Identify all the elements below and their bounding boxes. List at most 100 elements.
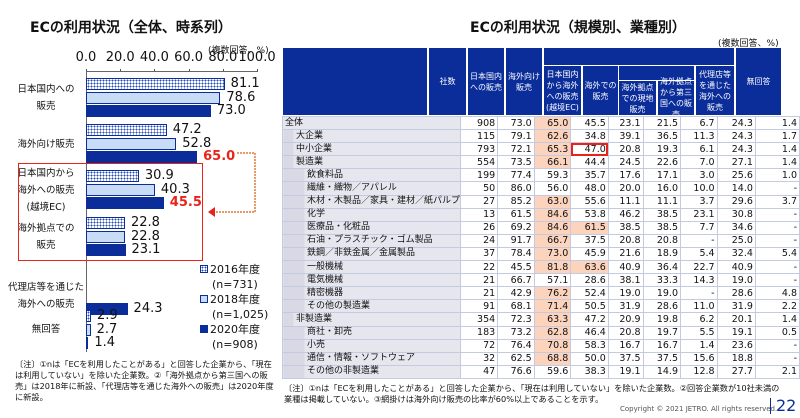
table-cell: 72 [460,338,499,353]
table-cell: 22 [460,260,499,275]
header-none: 無回答 [735,47,782,116]
table-cell: 18.9 [642,246,682,262]
row-label: 製造業 [281,155,462,170]
table-cell: 45.5 [570,115,609,131]
table-cell: 1.0 [754,168,800,183]
table-row: 飲食料品 199 77.4 59.3 35.7 17.6 17.1 3.0 25.6 1.0 [281,168,800,183]
table-cell: 79.1 [497,129,535,144]
row-label: 木材・木製品／家具・建材／紙パルプ [281,194,462,209]
table-cell: 72.3 [497,312,535,327]
table-cell: 3.7 [754,194,800,209]
table-row: 中小企業 793 72.1 65.3 47.0 20.8 19.3 6.1 24.3 1.4 [281,142,800,157]
table-cell: 21.5 [642,115,682,131]
table-cell: 33.3 [642,273,682,288]
table-cell: 16.0 [642,181,682,196]
table-cell: 62.8 [533,325,572,340]
row-label: 通信・情報・ソフトウェア [281,351,462,366]
table-cell: 554 [460,155,499,170]
table-cell: 44.4 [570,155,609,170]
table-cell: 2.1 [754,364,800,379]
table-cell: 20.8 [642,233,682,248]
table-cell: 24.3 [716,142,756,157]
table-row: 木材・木製品／家具・建材／紙パルプ 27 85.2 63.0 55.6 11.1 11.1 3… [281,194,800,209]
table-cell: 28.6 [642,299,682,314]
table-cell: 34.6 [716,220,756,235]
bar-2016年度 [86,124,167,136]
table-cell: 78.4 [497,246,535,262]
row-label: 医療品・化粧品 [281,220,462,235]
table-cell: 1.4 [754,142,800,157]
table-cell: 27.7 [716,364,756,379]
table-cell: 76.2 [533,286,572,301]
header-agent: 代理店等を通じた海外への販売 [695,65,735,116]
row-label: その他の製造業 [281,299,462,314]
x-tick-mark [188,69,190,72]
header-blank [282,47,428,116]
category-label: 日本国内から 海外への販売 (越境EC) [8,165,84,216]
table-cell: 19.1 [716,325,756,340]
table-cell: 86.0 [497,181,535,196]
category-label: 海外向け販売 [8,136,84,153]
category-label: 無回答 [8,321,84,338]
row-label: 鉄鋼／非鉄金属／金属製品 [281,246,462,262]
bar-2016年度 [86,170,139,182]
legend-item-2020: 2020年度 [200,322,268,337]
bar-2020年度 [86,151,198,163]
row-label: 全体 [281,115,462,131]
x-tick-label: 60.0 [174,50,204,65]
category-label-line: (越境EC) [26,201,66,213]
bar-value-label: 2.7 [96,321,118,337]
table-cell: 11.1 [642,194,682,209]
bar-2020年度 [86,197,164,209]
table-cell: 7.7 [680,220,718,235]
category-label-line: 代理店等を通じた [8,282,85,293]
table-cell: 29.6 [716,194,756,209]
page-number: 22 [776,396,797,415]
category-label: 日本国内への 販売 [8,81,84,115]
table-cell: 31.9 [716,299,756,314]
table-cell: 4.8 [754,286,800,301]
table-cell: 28.6 [570,273,609,288]
header-crossborder: 日本国内から海外への販売(越境EC) [543,65,582,116]
table-cell: 1.4 [754,312,800,327]
table-cell: 27.1 [716,155,756,170]
row-label: 飲食料品 [281,168,462,183]
table-cell: 23.1 [607,115,644,131]
table-row: その他の非製造業 47 76.6 59.6 38.3 19.1 14.9 12.8 27.7 2.… [281,364,800,379]
table-cell: 62.5 [497,351,535,366]
table-note: 〔注〕①nは「ECを利用したことがある」と回答した企業から、「現在は利用していな… [284,383,780,404]
table-cell: 24 [460,233,499,248]
bar-2018年度 [86,137,177,150]
table-cell: 55.6 [570,194,609,209]
table-cell: 70.8 [533,338,572,353]
table-cell: 20.1 [716,312,756,327]
table-cell: 199 [460,168,499,183]
table-cell: 81.8 [533,260,572,275]
table-cell: 5.4 [680,246,718,262]
row-label: 小売 [281,338,462,353]
table-cell: 35.7 [570,168,609,183]
legend-n-2016: (n=731) [212,278,258,291]
table-cell: 39.1 [607,129,644,144]
row-label: 大企業 [281,129,462,144]
arrow-icon [208,152,256,217]
table-cell: 354 [460,312,499,327]
row-label: その他の非製造業 [281,364,462,379]
table-cell: 6.1 [680,142,718,157]
table-cell: 14.0 [716,181,756,196]
table-cell: - [754,351,800,366]
y-axis-line [86,71,87,352]
table-row: 小売 72 76.4 70.8 58.3 16.7 16.7 1.4 23.6- [281,338,800,353]
table-cell: 36.4 [642,260,682,275]
legend-label: 2018年度 [210,293,260,306]
bar-value-label: 2.9 [96,308,118,323]
table-cell: 28.6 [716,286,756,301]
header-overseas-group [543,47,735,66]
table-cell: 30.8 [716,207,756,222]
table-cell: 3.7 [680,194,718,209]
table-cell: 1.4 [754,155,800,170]
table-cell: 65.3 [533,142,572,157]
table-cell: 19.7 [642,325,682,340]
table-row: 全体 908 73.0 65.0 45.5 23.1 21.5 6.7 24.3 1.4 [281,115,800,131]
category-label-line: 海外向け販売 [17,138,75,150]
